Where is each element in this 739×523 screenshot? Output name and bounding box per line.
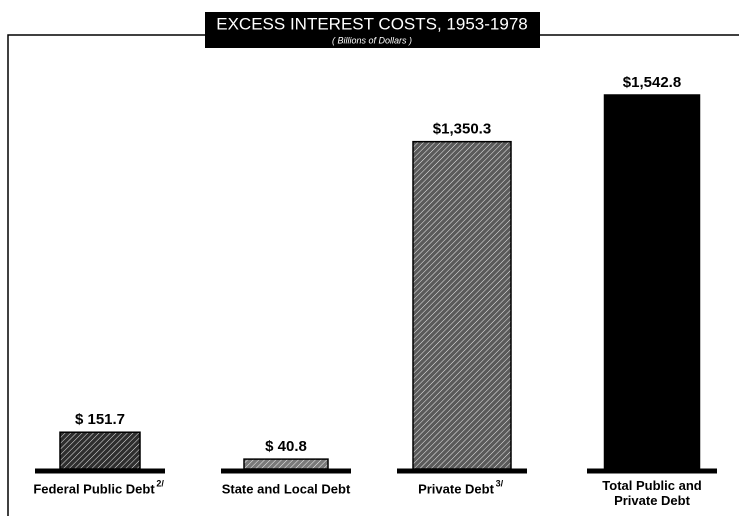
bar xyxy=(243,458,329,470)
chart-subtitle: ( Billions of Dollars ) xyxy=(332,35,412,45)
x-tick-label: Total Public and Private Debt xyxy=(602,478,701,508)
frame xyxy=(7,34,739,516)
x-tick-label: Federal Public Debt xyxy=(33,481,155,496)
x-tick-label: Private Debt xyxy=(418,481,495,496)
x-tick-label: State and Local Debt xyxy=(222,481,351,496)
title-box xyxy=(205,12,540,48)
data-label: $1,542.8 xyxy=(623,74,681,91)
footnote-mark: 3/ xyxy=(496,478,504,488)
chart-title: EXCESS INTEREST COSTS, 1953-1978 xyxy=(216,14,527,33)
footnote-mark: 2/ xyxy=(156,478,164,488)
bar xyxy=(603,94,701,470)
data-label: $ 151.7 xyxy=(75,411,125,428)
data-label: $1,350.3 xyxy=(433,121,491,138)
bar xyxy=(412,140,512,470)
data-label: $ 40.8 xyxy=(265,438,307,455)
bar xyxy=(59,431,141,470)
